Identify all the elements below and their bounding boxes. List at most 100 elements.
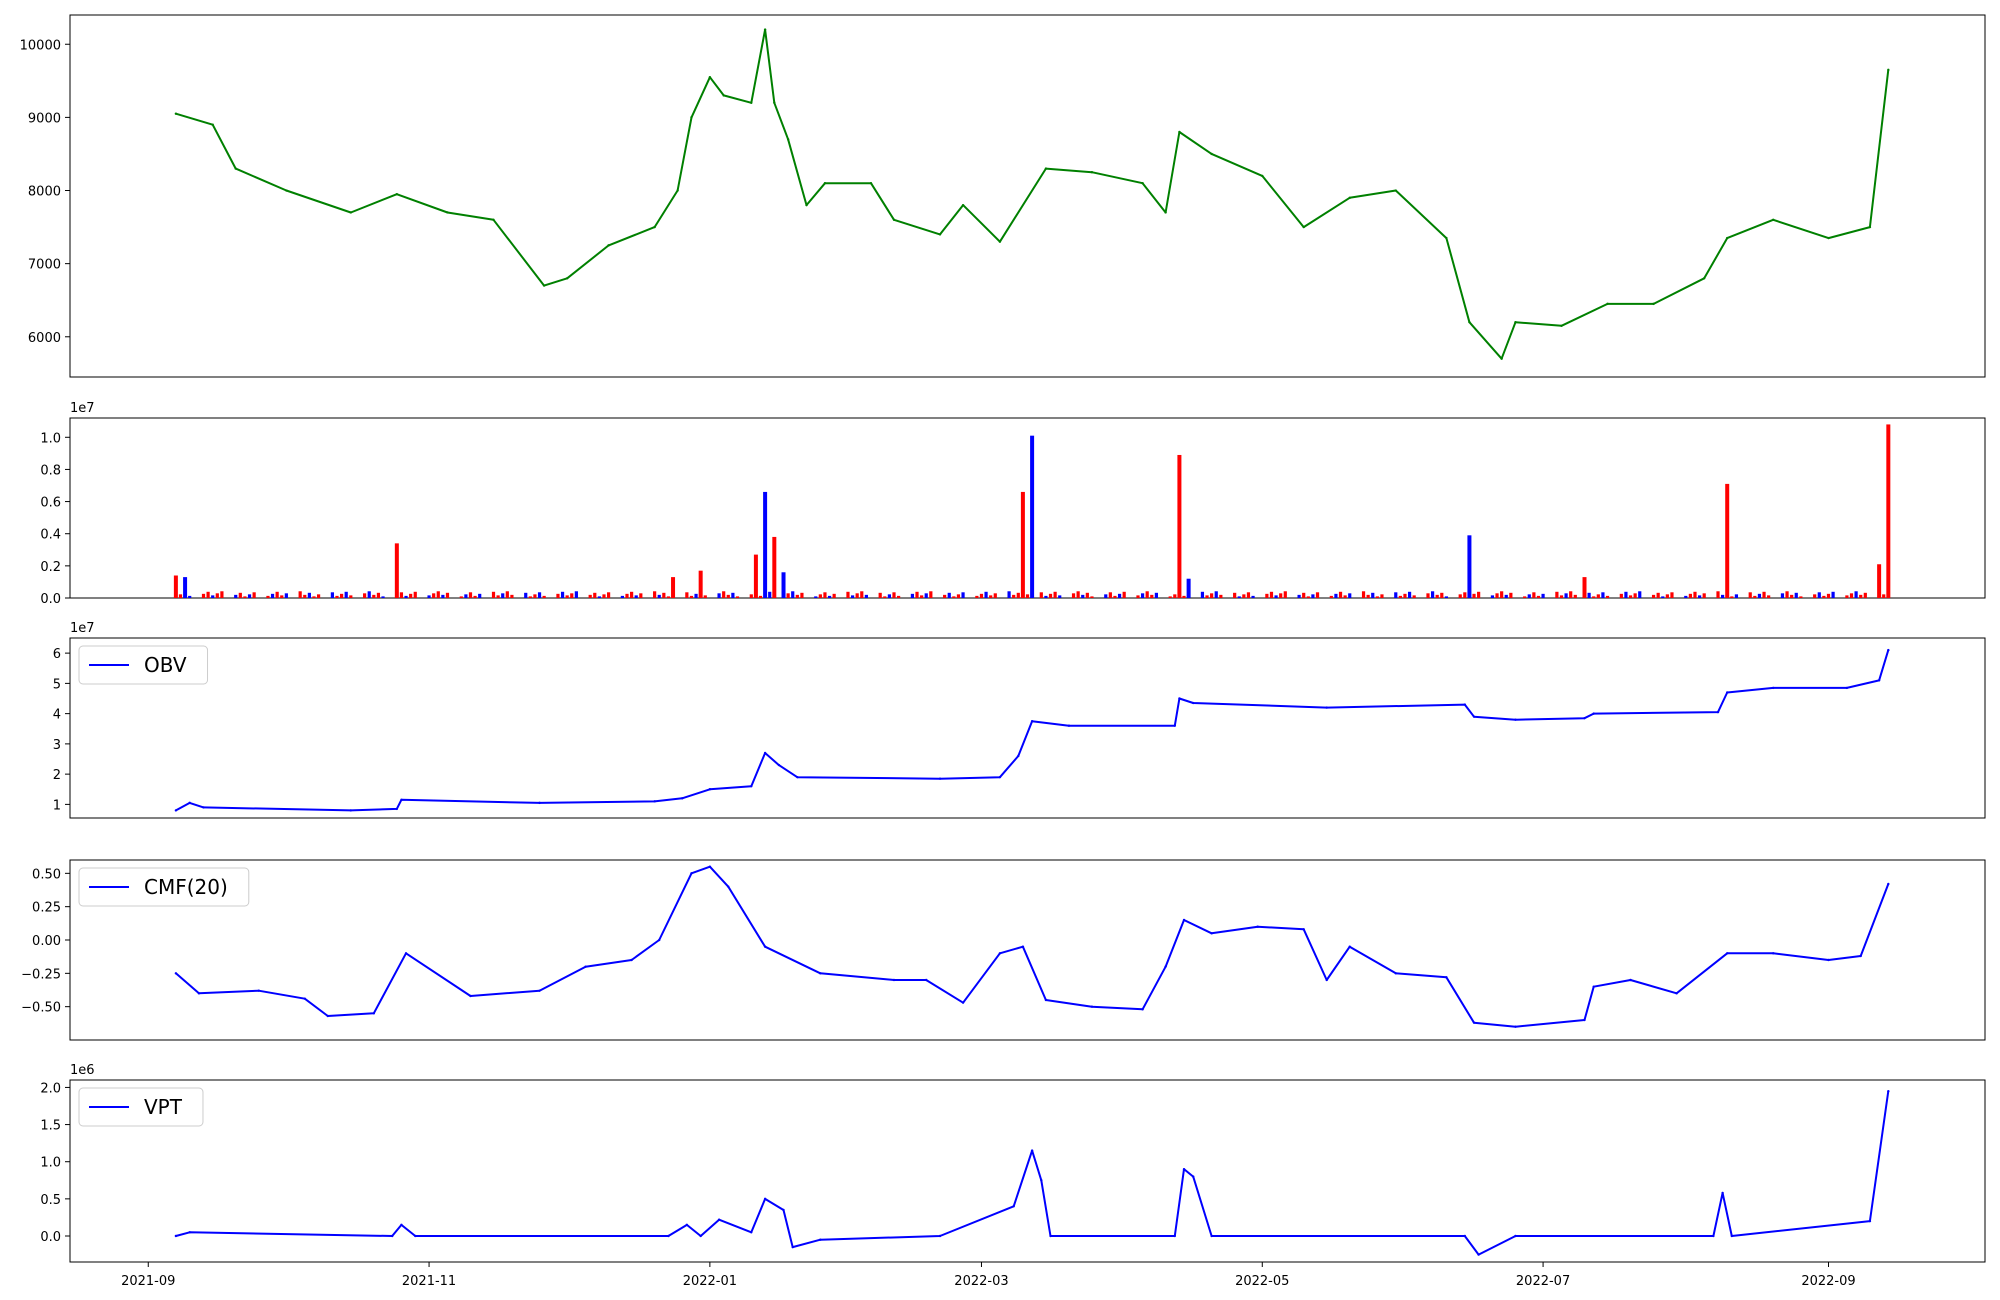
y-tick-label: 8000 xyxy=(28,185,61,200)
volume-bar xyxy=(689,595,694,598)
volume-bar xyxy=(1371,592,1375,598)
obv-data-point xyxy=(188,801,191,805)
volume-bar xyxy=(1117,593,1122,598)
price-data-point xyxy=(1468,320,1471,324)
vpt-data-point xyxy=(174,1234,178,1238)
cmf-data-point xyxy=(925,978,928,982)
price-data-point xyxy=(1394,189,1397,192)
volume-bar xyxy=(634,595,638,598)
volume-bar xyxy=(404,595,408,598)
volume-bar xyxy=(533,594,537,598)
volume-bar xyxy=(1767,595,1771,598)
volume-bar xyxy=(1182,595,1186,598)
volume-bar xyxy=(1504,594,1508,598)
obv-data-point xyxy=(349,809,353,812)
volume-bar xyxy=(344,591,348,598)
price-data-point xyxy=(763,28,767,31)
volume-bar xyxy=(501,593,505,598)
volume-bar xyxy=(381,596,385,598)
volume-bar xyxy=(1007,591,1011,598)
volume-bar xyxy=(1348,593,1352,598)
vpt-data-point xyxy=(400,1223,403,1227)
price-data-point xyxy=(786,138,790,141)
volume-bar xyxy=(1794,592,1798,598)
volume-bar xyxy=(1573,594,1577,598)
cmf-data-point xyxy=(1827,958,1830,962)
volume-bar xyxy=(427,595,431,598)
volume-bar xyxy=(1440,592,1444,598)
volume-bar xyxy=(1430,591,1435,598)
volume-bar xyxy=(1523,596,1527,598)
volume-bar xyxy=(671,577,676,598)
cmf-data-point xyxy=(326,1014,329,1018)
volume-bar xyxy=(1472,593,1476,598)
volume-bar xyxy=(1407,591,1412,598)
y-tick-label: 0.50 xyxy=(32,867,61,882)
obv-data-point xyxy=(777,763,781,767)
obv-data-point xyxy=(796,775,799,779)
cmf-data-point xyxy=(257,989,260,992)
vpt-data-point xyxy=(1463,1234,1467,1238)
vpt-data-point xyxy=(717,1218,721,1221)
vpt-panel: 0.0 0.5 1.0 1.5 2.0 1e6 VPT xyxy=(40,1063,1986,1263)
volume-bar xyxy=(1108,592,1112,598)
volume-bar xyxy=(1762,591,1766,598)
volume-bar xyxy=(772,536,777,598)
vpt-data-point xyxy=(1210,1234,1213,1238)
volume-bar xyxy=(947,592,951,598)
volume-bar xyxy=(685,592,689,598)
price-data-point xyxy=(1141,182,1144,185)
volume-bar xyxy=(943,594,947,598)
price-data-point xyxy=(174,112,178,115)
volume-bar xyxy=(243,596,247,598)
volume-bar xyxy=(602,594,606,598)
volume-bar xyxy=(1587,592,1591,598)
volume-bar xyxy=(367,591,371,598)
obv-data-point xyxy=(395,807,399,811)
obv-data-point xyxy=(1845,686,1849,690)
obv-data-point xyxy=(1716,710,1720,714)
price-data-point xyxy=(869,182,873,185)
price-data-point xyxy=(1560,324,1563,328)
volume-bar xyxy=(1329,595,1333,598)
price-data-point xyxy=(211,123,214,126)
price-data-point xyxy=(1210,152,1213,156)
vpt-data-point xyxy=(1012,1205,1015,1208)
obv-panel: 1 2 3 4 5 6 1e7 OBV xyxy=(53,621,1986,819)
cmf-data-point xyxy=(1472,1021,1476,1024)
price-data-point xyxy=(1887,68,1890,72)
vpt-data-point xyxy=(1040,1179,1043,1182)
cmf-data-point xyxy=(1182,918,1186,922)
volume-bar xyxy=(1665,594,1669,598)
volume-bar xyxy=(1734,594,1739,598)
volume-bar xyxy=(1076,591,1080,598)
price-data-point xyxy=(446,211,449,214)
volume-bar xyxy=(542,595,546,598)
obv-data-point xyxy=(938,777,942,780)
vpt-data-point xyxy=(1477,1253,1480,1256)
obv-data-point xyxy=(400,798,403,802)
volume-bar xyxy=(1343,595,1347,598)
price-data-point xyxy=(1164,211,1167,214)
price-data-point xyxy=(285,189,288,192)
volume-bar xyxy=(1601,592,1605,598)
obv-data-point xyxy=(1472,715,1476,718)
y-tick-label: 0.0 xyxy=(40,592,61,607)
volume-bar xyxy=(1877,564,1882,598)
volume-bar xyxy=(1140,593,1145,598)
obv-data-point xyxy=(750,785,753,788)
volume-bar xyxy=(528,596,532,598)
price-data-point xyxy=(1514,320,1517,324)
volume-bar xyxy=(1210,593,1214,598)
volume-bar xyxy=(800,592,804,598)
volume-bar xyxy=(1790,594,1794,598)
volume-bar xyxy=(413,591,417,598)
cmf-data-point xyxy=(763,945,767,948)
volume-bar xyxy=(887,594,891,598)
volume-bar xyxy=(1624,591,1628,598)
obv-data-point xyxy=(1583,716,1586,720)
volume-bar xyxy=(827,595,832,598)
volume-bar xyxy=(1315,592,1320,598)
vpt-data-point xyxy=(1730,1234,1734,1238)
volume-bar xyxy=(436,591,440,598)
